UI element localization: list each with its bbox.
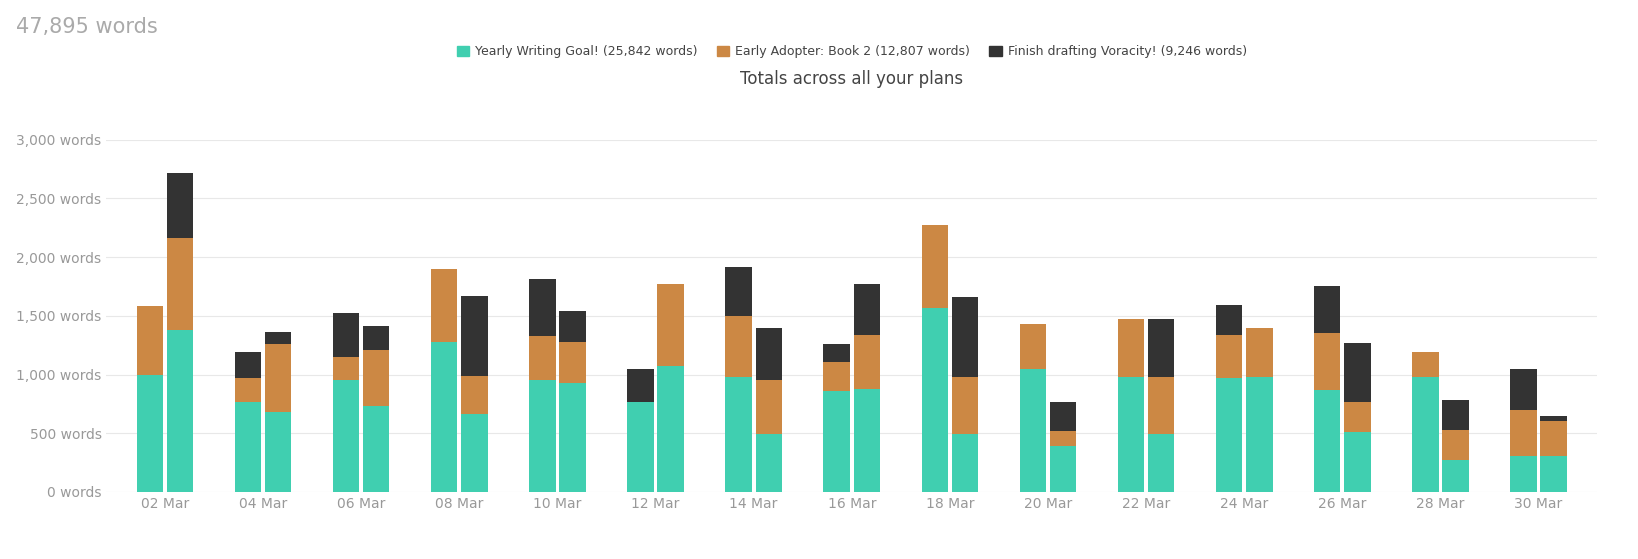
Bar	[529, 380, 555, 492]
Bar	[364, 350, 390, 406]
Bar	[755, 380, 781, 434]
Bar	[234, 401, 260, 492]
Bar	[1050, 401, 1076, 431]
Bar	[333, 314, 359, 357]
Bar	[167, 330, 193, 492]
Bar	[1510, 369, 1536, 410]
Bar	[1412, 352, 1438, 377]
Legend: Yearly Writing Goal! (25,842 words), Early Adopter: Book 2 (12,807 words), Finis: Yearly Writing Goal! (25,842 words), Ear…	[452, 40, 1251, 63]
Bar	[529, 280, 555, 336]
Bar	[952, 377, 978, 434]
Bar	[1345, 401, 1371, 432]
Bar	[136, 375, 164, 492]
Bar	[853, 335, 880, 389]
Bar	[1510, 410, 1536, 456]
Bar	[1510, 456, 1536, 492]
Bar	[627, 401, 654, 492]
Bar	[1215, 378, 1242, 492]
Bar	[1148, 434, 1174, 492]
Bar	[922, 307, 948, 492]
Bar	[136, 306, 164, 375]
Bar	[824, 344, 850, 362]
Bar	[1148, 319, 1174, 377]
Bar	[265, 332, 292, 344]
Bar	[824, 362, 850, 391]
Bar	[333, 380, 359, 492]
Bar	[1020, 324, 1047, 369]
Bar	[1050, 431, 1076, 446]
Bar	[559, 342, 586, 383]
Bar	[726, 316, 752, 377]
Bar	[462, 414, 488, 492]
Bar	[364, 406, 390, 492]
Bar	[559, 311, 586, 342]
Bar	[755, 434, 781, 492]
Bar	[265, 344, 292, 412]
Bar	[559, 383, 586, 492]
Bar	[726, 267, 752, 316]
Bar	[1412, 377, 1438, 492]
Bar	[1540, 456, 1568, 492]
Bar	[234, 378, 260, 401]
Bar	[1443, 430, 1469, 460]
Bar	[234, 352, 260, 378]
Bar	[529, 336, 555, 380]
Bar	[1215, 305, 1242, 335]
Bar	[853, 284, 880, 335]
Bar	[1314, 286, 1340, 333]
Bar	[1345, 343, 1371, 401]
Bar	[726, 377, 752, 492]
Bar	[364, 326, 390, 350]
Bar	[1117, 377, 1145, 492]
Bar	[952, 434, 978, 492]
Bar	[1443, 400, 1469, 430]
Bar	[1540, 416, 1568, 421]
Bar	[333, 357, 359, 380]
Bar	[922, 225, 948, 307]
Bar	[1540, 421, 1568, 456]
Bar	[1020, 369, 1047, 492]
Bar	[167, 173, 193, 238]
Bar	[1314, 390, 1340, 492]
Bar	[1345, 432, 1371, 492]
Bar	[853, 389, 880, 492]
Bar	[431, 342, 457, 492]
Bar	[1247, 328, 1273, 377]
Bar	[952, 297, 978, 377]
Bar	[1117, 319, 1145, 377]
Bar	[1050, 446, 1076, 492]
Bar	[462, 296, 488, 376]
Bar	[431, 269, 457, 342]
Bar	[657, 284, 683, 366]
Bar	[1215, 335, 1242, 378]
Bar	[265, 412, 292, 492]
Bar	[167, 238, 193, 330]
Bar	[627, 369, 654, 401]
Bar	[1148, 377, 1174, 434]
Bar	[462, 376, 488, 414]
Bar	[1314, 333, 1340, 390]
Bar	[824, 391, 850, 492]
Text: 47,895 words: 47,895 words	[16, 17, 159, 37]
Bar	[1247, 377, 1273, 492]
Title: Totals across all your plans: Totals across all your plans	[740, 70, 963, 88]
Bar	[755, 328, 781, 380]
Bar	[1443, 460, 1469, 492]
Bar	[657, 366, 683, 492]
